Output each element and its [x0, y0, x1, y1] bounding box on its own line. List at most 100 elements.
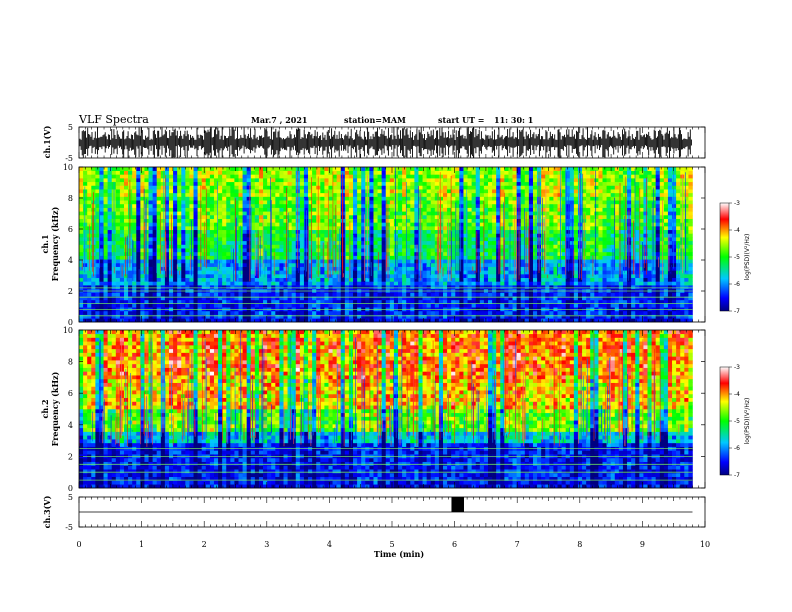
ch1-spectrogram-cell	[148, 226, 153, 231]
ch1-spectrogram-cell	[87, 270, 92, 275]
ch1-spectrogram-cell	[152, 255, 158, 260]
ch1-spectrogram-cell	[639, 303, 644, 308]
ch1-spectrogram-cell	[622, 270, 628, 275]
ch1-spectrogram-cell	[164, 299, 170, 304]
ch1-spectrogram-cell	[500, 248, 505, 253]
ch1-spectrogram-cell	[222, 292, 227, 297]
ch1-spectrogram-cell	[684, 266, 689, 271]
ch1-spectrogram-cell	[406, 207, 411, 212]
ch1-spectrogram-cell	[393, 200, 399, 205]
ch1-spectrogram-cell	[688, 251, 693, 256]
ch1-spectrogram-cell	[471, 218, 477, 223]
ch1-spectrogram-cell	[520, 292, 526, 297]
ch1-spectrogram-cell	[606, 281, 611, 286]
ch1-spectrogram-cell	[688, 218, 693, 223]
ch1-spectrogram-cell	[537, 285, 542, 290]
ch1-spectrogram-cell	[353, 262, 358, 267]
ch1-spectrogram-cell	[132, 277, 137, 282]
ch1-spectrogram-cell	[455, 244, 460, 249]
ch1-spectrogram-cell	[467, 259, 472, 264]
ch1-spectrogram-cell	[181, 281, 186, 286]
ch1-spectrogram-cell	[639, 281, 644, 286]
ch1-spectrogram-cell	[667, 318, 673, 323]
ch1-spectrogram-cell	[136, 196, 141, 201]
ch1-spectrogram-cell	[573, 285, 579, 290]
ch1-spectrogram-cell	[614, 274, 620, 279]
ch1-spectrogram-cell	[140, 200, 145, 205]
ch1-spectrogram-cell	[627, 274, 632, 279]
ch1-spectrogram-cell	[324, 211, 329, 216]
ch1-spectrogram-cell	[377, 277, 382, 282]
ch1-spectrogram-cell	[164, 277, 170, 282]
ch1-waveform-line	[79, 127, 692, 158]
ch1-spectrogram-cell	[271, 296, 276, 301]
ch1-spectrogram-cell	[79, 218, 84, 223]
ch1-spectrogram-cell	[79, 222, 84, 227]
ch1-spectrogram-cell	[348, 274, 354, 279]
ch1-spectrogram-cell	[586, 251, 591, 256]
ch1-spectrogram-cell	[561, 203, 566, 208]
ch1-spectrogram-cell	[218, 292, 223, 297]
ch1-spectrogram-cell	[426, 274, 432, 279]
ch1-spectrogram-cell	[545, 310, 550, 315]
ch1-spectrogram-cell	[479, 296, 485, 301]
ch1-spectrogram-cell	[627, 266, 632, 271]
ch1-spectrogram-cell	[561, 266, 566, 271]
ch1-spectrogram-cell	[573, 262, 579, 267]
ch1-spectrogram-cell	[663, 270, 669, 275]
ch1-spectrogram-cell	[353, 255, 358, 260]
ch1-spectrogram-cell	[528, 318, 534, 323]
ch1-spectrogram-cell	[103, 262, 108, 267]
ch1-spectrogram-cell	[209, 274, 215, 279]
ch1-spectrogram-cell	[357, 233, 362, 238]
ch1-spectrogram-cell	[205, 233, 211, 238]
ch1-spectrogram-cell	[332, 285, 337, 290]
ch1-spectrogram-cell	[635, 296, 640, 301]
ch1-spectrogram-cell	[79, 262, 84, 267]
ch1-spectrogram-cell	[545, 237, 550, 242]
ch1-spectrogram-cell	[667, 259, 673, 264]
ch1-spectrogram-cell	[447, 240, 452, 245]
ch1-spectrogram-cell	[271, 314, 276, 319]
ch1-spectrogram-cell	[659, 318, 665, 323]
ch1-spectrogram-cell	[201, 200, 207, 205]
ch1-spectrogram-cell	[398, 207, 403, 212]
ch1-spectrogram-cell	[643, 285, 648, 290]
ch1-spectrogram-cell	[99, 274, 104, 279]
ch1-spectrogram-cell	[369, 214, 374, 219]
ch1-spectrogram-cell	[659, 203, 665, 208]
ch1-spectrogram-cell	[577, 270, 583, 275]
ch1-spectrogram-cell	[483, 266, 489, 271]
ch1-spectrogram-cell	[381, 266, 387, 271]
ch1-spectrogram-cell	[663, 226, 669, 231]
ch1-spectrogram-cell	[545, 226, 550, 231]
ch1-spectrogram-cell	[557, 237, 562, 242]
ch1-spectrogram-cell	[471, 277, 477, 282]
ch1-spectrogram-cell	[393, 251, 399, 256]
ch1-spectrogram-cell	[115, 240, 121, 245]
ch1-spectrogram-cell	[500, 229, 505, 234]
ch1-spectrogram-cell	[197, 218, 202, 223]
ch1-spectrogram-cell	[128, 255, 133, 260]
ch1-spectrogram-cell	[181, 318, 186, 323]
ch1-spectrogram-cell	[132, 314, 137, 319]
ch1-spectrogram-cell	[553, 237, 558, 242]
ch1-spectrogram-cell	[279, 251, 284, 256]
ch1-spectrogram-cell	[201, 211, 207, 216]
ch1-spectrogram-cell	[565, 211, 571, 216]
ch1-spectrogram-cell	[463, 251, 468, 256]
ch1-spectrogram-cell	[287, 222, 292, 227]
ch1-spectrogram-cell	[123, 244, 129, 249]
ch1-spectrogram-cell	[430, 251, 436, 256]
ch1-spectrogram-cell	[508, 240, 513, 245]
ch1-spectrogram-cell	[684, 255, 689, 260]
ch1-spectrogram-cell	[520, 266, 526, 271]
ch1-spectrogram-cell	[381, 274, 387, 279]
ch1-spectrogram-cell	[164, 255, 170, 260]
ch1-spectrogram-cell	[287, 200, 292, 205]
ch1-spectrogram-cell	[344, 310, 350, 315]
ch1-spectrogram-cell	[455, 259, 460, 264]
ch1-spectrogram-cell	[250, 226, 256, 231]
ch1-spectrogram-cell	[627, 318, 632, 323]
ch1-spectrogram-cell	[144, 299, 149, 304]
